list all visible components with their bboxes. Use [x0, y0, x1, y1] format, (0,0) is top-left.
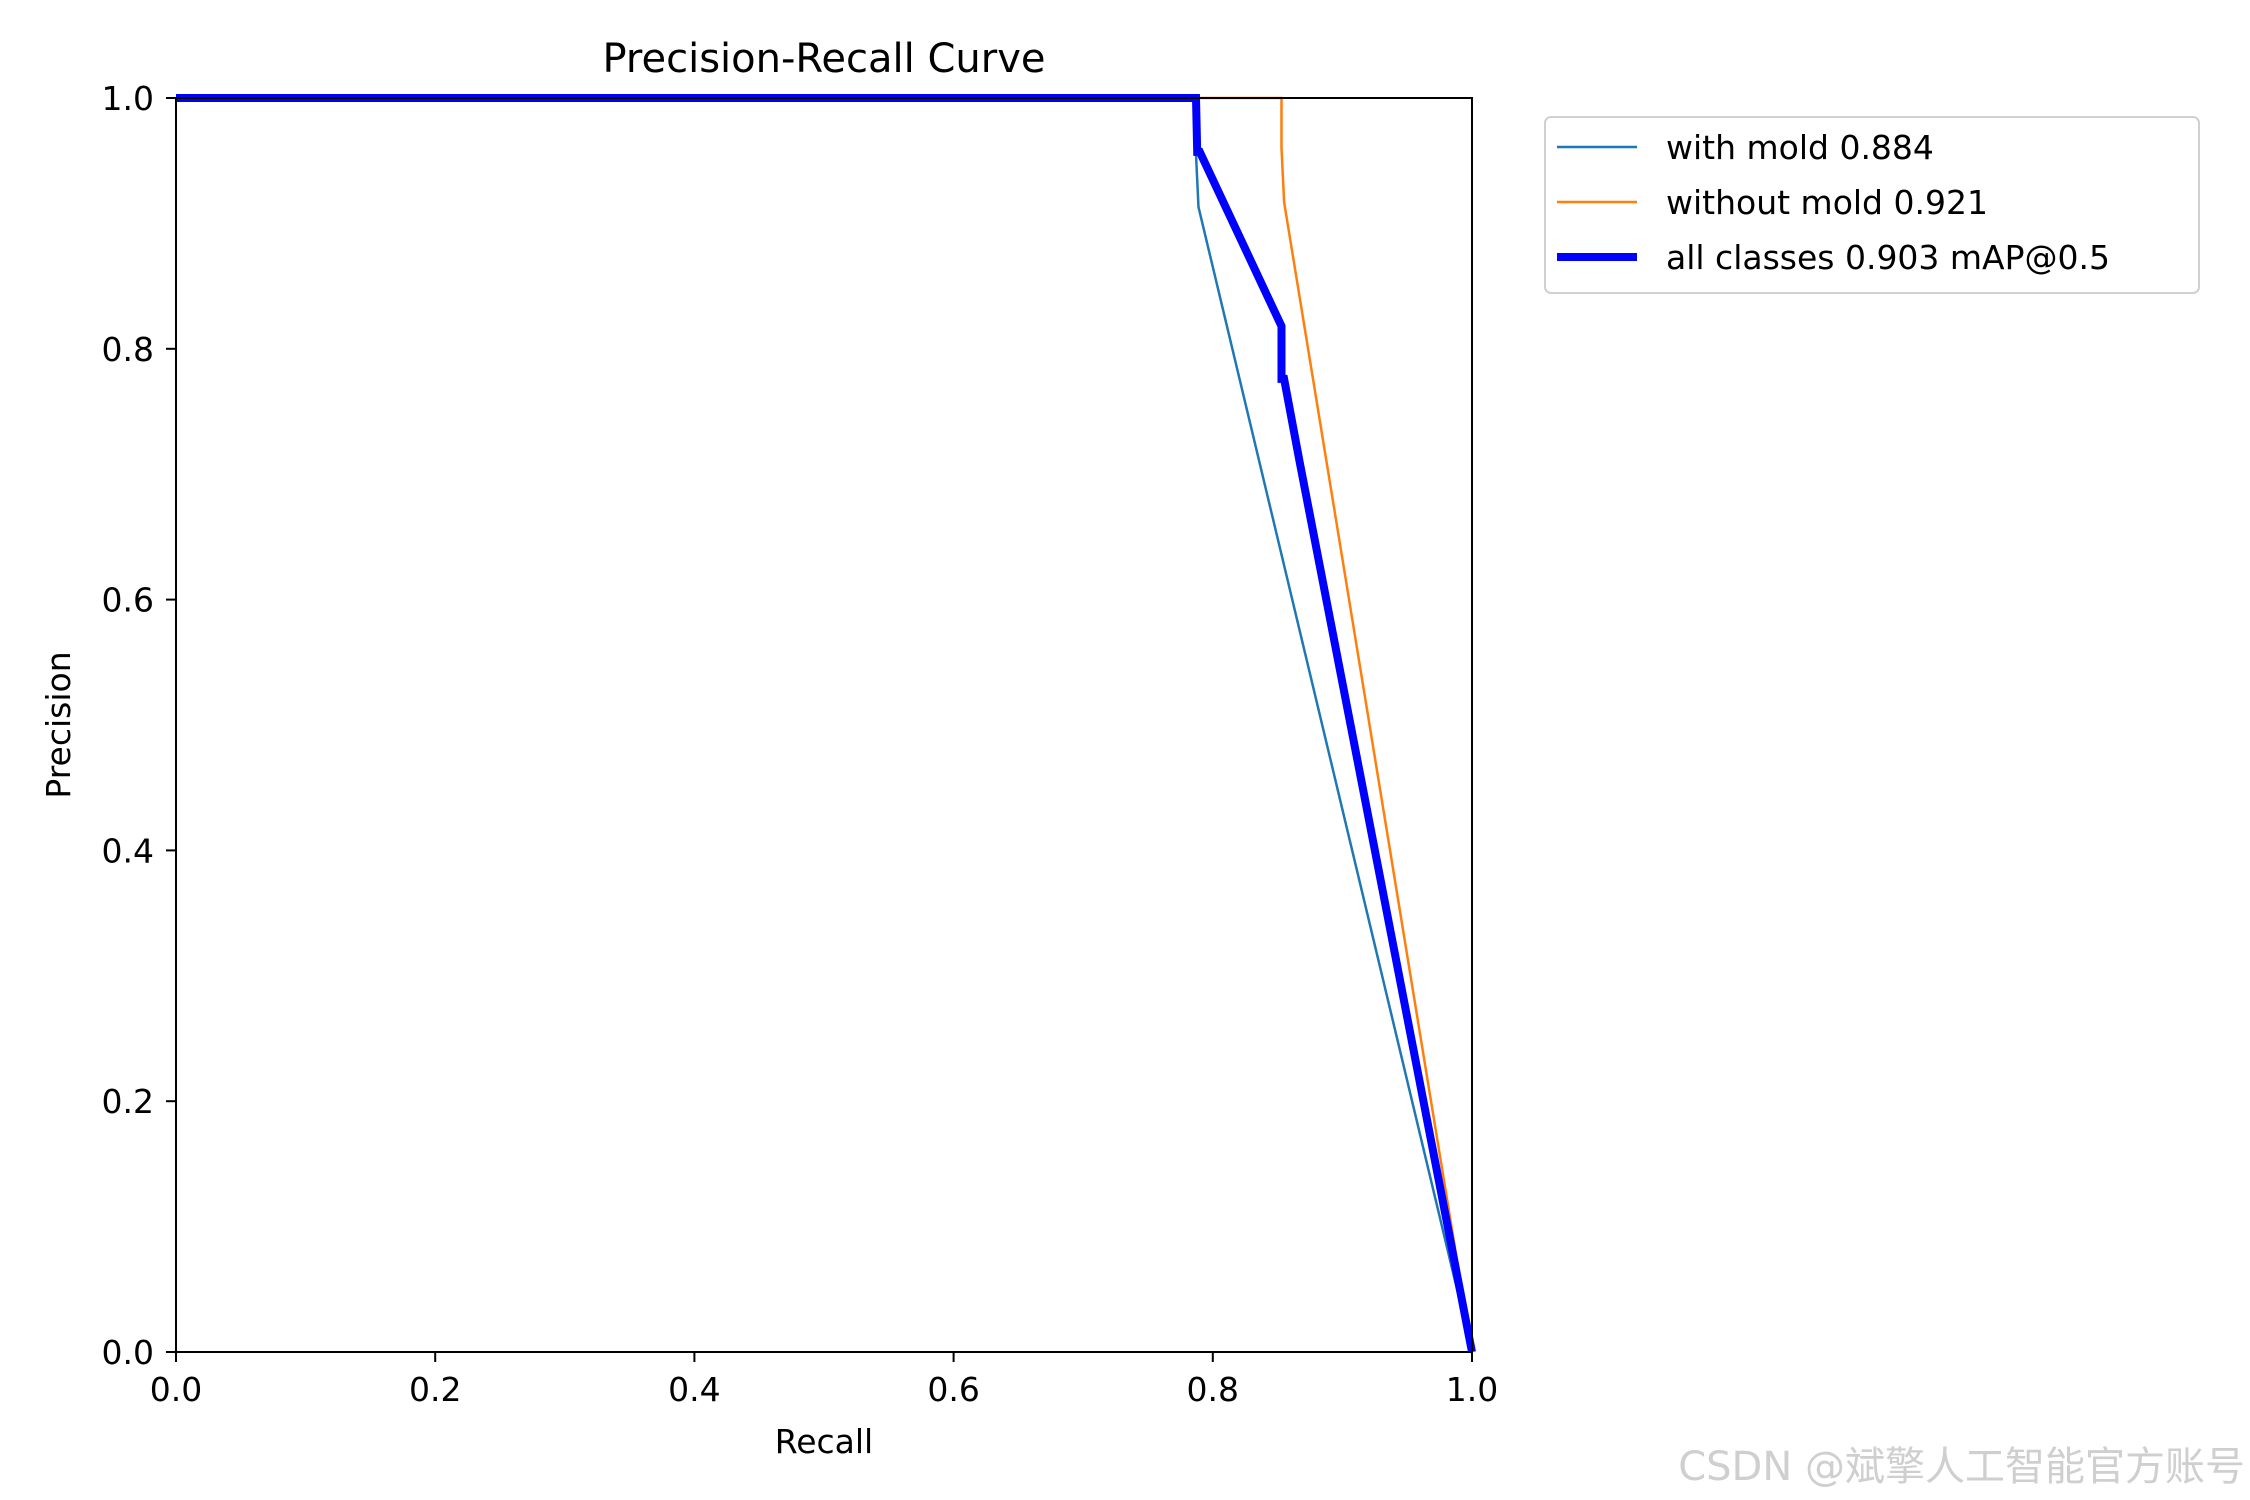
y-tick-label: 0.8 [102, 330, 154, 369]
y-tick-label: 1.0 [102, 79, 154, 118]
x-axis-label: Recall [775, 1422, 873, 1461]
y-tick-label: 0.6 [102, 581, 154, 620]
y-tick-label: 0.0 [102, 1333, 154, 1372]
legend-label-3: all classes 0.903 mAP@0.5 [1666, 238, 2110, 277]
x-tick-label: 0.4 [668, 1370, 720, 1409]
chart-title: Precision-Recall Curve [603, 36, 1046, 82]
watermark: CSDN @斌擎人工智能官方账号 [1678, 1444, 2245, 1490]
y-tick-label: 0.4 [102, 831, 154, 870]
legend-label-1: with mold 0.884 [1666, 128, 1934, 167]
x-tick-label: 0.0 [150, 1370, 202, 1409]
x-tick-label: 0.8 [1187, 1370, 1239, 1409]
x-tick-label: 0.6 [927, 1370, 979, 1409]
y-axis-label: Precision [39, 651, 78, 798]
x-tick-label: 0.2 [409, 1370, 461, 1409]
y-axis-ticks: 0.0 0.2 0.4 0.6 0.8 1.0 [102, 79, 176, 1372]
legend: with mold 0.884 without mold 0.921 all cla… [1544, 116, 2200, 294]
legend-entries: with mold 0.884 without mold 0.921 all cla… [1557, 128, 2110, 277]
x-tick-label: 1.0 [1446, 1370, 1498, 1409]
y-tick-label: 0.2 [102, 1082, 154, 1121]
x-axis-ticks: 0.0 0.2 0.4 0.6 0.8 1.0 [150, 1352, 1498, 1409]
plot-frame [175, 97, 1473, 1353]
legend-box [1544, 116, 2200, 294]
series-line-3 [176, 94, 1476, 1353]
legend-label-2: without mold 0.921 [1666, 183, 1988, 222]
